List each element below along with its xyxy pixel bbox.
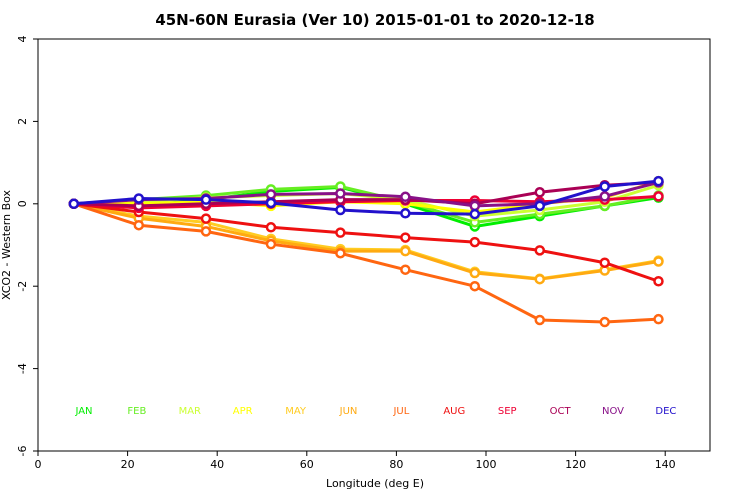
data-point [200, 226, 212, 237]
data-point [534, 314, 546, 326]
series-line-jun [73, 202, 659, 281]
data-point [469, 267, 481, 279]
y-tick-label: -6 [16, 446, 29, 457]
legend-label-sep: SEP [498, 406, 517, 417]
chart-title: 45N-60N Eurasia (Ver 10) 2015-01-01 to 2… [155, 11, 594, 29]
data-point [599, 191, 610, 202]
data-point [400, 208, 411, 219]
data-point [400, 191, 411, 203]
data-point [68, 198, 80, 210]
data-point [469, 200, 481, 212]
data-point [534, 245, 546, 256]
series-aug [68, 198, 664, 287]
series-line-jul [73, 202, 659, 324]
legend: JAN FEB MAR APR MAY JUN JUL AUG SEP OCT NOV DEC [74, 406, 676, 417]
y-tick-label: 0 [16, 200, 29, 207]
data-point [469, 208, 481, 220]
x-tick-label: 80 [389, 458, 403, 471]
data-point [653, 191, 664, 202]
y-tick-label: 4 [16, 36, 29, 43]
data-point [265, 238, 277, 250]
legend-label-dec: DEC [655, 406, 676, 417]
series-line-aug [73, 202, 659, 283]
legend-label-feb: FEB [127, 406, 146, 417]
y-tick-label: -4 [16, 363, 29, 374]
data-point [534, 200, 546, 212]
data-point [400, 232, 411, 243]
plot-frame [37, 38, 711, 452]
series-line-dec [73, 179, 659, 216]
x-tick-label: 100 [476, 458, 497, 471]
data-point [335, 247, 346, 259]
data-point [469, 280, 481, 292]
legend-label-nov: NOV [602, 406, 624, 417]
x-tick-label: 60 [300, 458, 314, 471]
data-point [200, 194, 212, 205]
y-axis: -6 -4 -2 0 2 4 [16, 36, 38, 457]
legend-label-aug: AUG [443, 406, 465, 417]
legend-label-mar: MAR [179, 406, 201, 417]
series-line-oct [73, 180, 659, 208]
data-point [653, 313, 664, 325]
data-point [469, 236, 481, 248]
data-point [534, 273, 546, 285]
data-point [335, 227, 346, 238]
legend-label-jul: JUL [392, 406, 409, 417]
x-axis-label: Longitude (deg E) [326, 477, 424, 490]
series-dec [68, 175, 664, 220]
legend-label-jun: JUN [339, 406, 358, 417]
data-point [265, 222, 277, 233]
data-point [400, 245, 411, 257]
data-point [599, 257, 610, 268]
legend-label-may: MAY [285, 406, 307, 417]
x-tick-label: 120 [565, 458, 586, 471]
y-tick-label: -2 [16, 281, 29, 292]
x-tick-label: 20 [121, 458, 135, 471]
data-point [200, 213, 212, 224]
series-layer [68, 175, 664, 328]
data-point [335, 204, 346, 216]
y-tick-label: 2 [16, 118, 29, 125]
data-point [653, 256, 664, 267]
x-tick-label: 0 [35, 458, 42, 471]
legend-label-jan: JAN [74, 406, 92, 417]
y-axis-label: XCO2 - Western Box [0, 189, 13, 300]
data-point [599, 316, 610, 328]
x-tick-label: 140 [655, 458, 676, 471]
data-point [133, 193, 145, 204]
data-point [653, 175, 664, 187]
legend-label-apr: APR [233, 406, 253, 417]
x-axis: 0 20 40 60 80 100 120 140 [35, 451, 676, 471]
x-tick-label: 40 [210, 458, 224, 471]
data-point [133, 219, 145, 231]
data-point [599, 181, 610, 192]
data-point [335, 188, 346, 199]
data-point [534, 187, 546, 198]
data-point [265, 197, 277, 209]
data-point [653, 276, 664, 287]
series-jul [68, 198, 664, 328]
data-point [265, 189, 277, 200]
legend-label-oct: OCT [550, 406, 572, 417]
data-point [400, 264, 411, 275]
